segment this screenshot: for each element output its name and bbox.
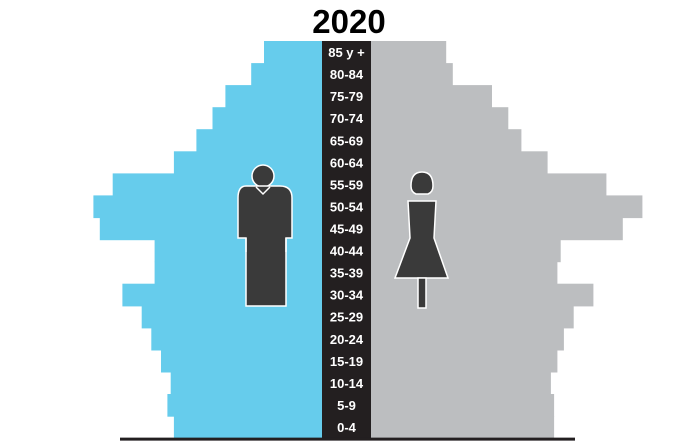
male-bar-15-19 <box>161 349 322 373</box>
female-bar-40-44 <box>371 239 561 263</box>
female-bar-30-34 <box>371 283 594 307</box>
female-bar-0-4 <box>371 416 555 439</box>
age-label: 50-54 <box>330 199 364 214</box>
age-label: 30-34 <box>330 288 364 303</box>
female-bar-60-64 <box>371 151 548 174</box>
male-bar-0-4 <box>173 416 322 439</box>
age-label: 65-69 <box>330 133 363 148</box>
age-label: 85 y + <box>328 45 365 60</box>
female-bar-10-14 <box>371 371 551 395</box>
female-bar-75-79 <box>371 85 492 108</box>
male-bar-35-39 <box>154 261 322 285</box>
female-bar-5-9 <box>371 394 555 417</box>
male-bar-70-74 <box>212 107 322 130</box>
male-bars <box>93 41 323 439</box>
female-bar-50-54 <box>371 195 643 219</box>
female-icon <box>393 171 450 309</box>
age-label: 15-19 <box>330 354 363 369</box>
age-labels: 85 y + 80-84 75-79 70-74 65-69 60-64 55-59 50-5… <box>328 45 365 435</box>
male-bar-60-64 <box>173 151 322 174</box>
age-label: 40-44 <box>330 244 364 259</box>
male-icon <box>237 164 293 307</box>
female-bar-80-84 <box>371 63 453 86</box>
age-label: 75-79 <box>330 89 363 104</box>
male-bar-75-79 <box>225 85 322 108</box>
female-bar-85-y- <box>371 41 447 64</box>
age-label: 5-9 <box>337 398 356 413</box>
age-label-band <box>322 41 371 439</box>
age-label: 80-84 <box>330 67 364 82</box>
age-label: 35-39 <box>330 266 363 281</box>
chart-title: 2020 <box>312 3 386 40</box>
male-bar-65-69 <box>196 129 322 152</box>
age-label: 0-4 <box>337 420 357 435</box>
male-bar-40-44 <box>154 239 322 263</box>
male-bar-30-34 <box>122 283 323 307</box>
age-label: 55-59 <box>330 177 363 192</box>
female-bar-15-19 <box>371 349 558 373</box>
male-bar-10-14 <box>170 371 322 395</box>
age-label: 25-29 <box>330 310 363 325</box>
male-bar-25-29 <box>141 305 322 329</box>
female-bar-65-69 <box>371 129 522 152</box>
male-bar-85-y- <box>264 41 322 64</box>
male-bar-5-9 <box>167 394 322 417</box>
female-bar-25-29 <box>371 305 574 329</box>
female-bar-55-59 <box>371 173 607 197</box>
age-label: 70-74 <box>330 111 364 126</box>
female-bar-20-24 <box>371 327 564 351</box>
male-bar-20-24 <box>151 327 322 351</box>
age-label: 20-24 <box>330 332 364 347</box>
male-bar-80-84 <box>251 63 322 86</box>
age-label: 60-64 <box>330 155 364 170</box>
age-label: 45-49 <box>330 222 363 237</box>
female-bar-70-74 <box>371 107 509 130</box>
age-label: 10-14 <box>330 376 364 391</box>
